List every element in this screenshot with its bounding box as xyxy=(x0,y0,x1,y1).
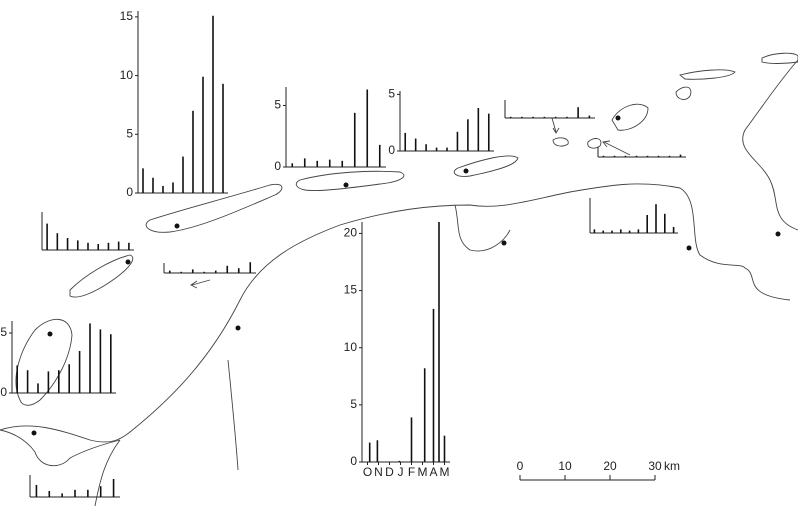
scale-label: 0 xyxy=(517,459,524,473)
x-tick-label: O xyxy=(363,465,372,479)
coastline xyxy=(0,52,798,506)
y-tick-label: 5 xyxy=(274,98,281,112)
x-tick-label: N xyxy=(374,465,383,479)
y-tick-label: 0 xyxy=(126,185,133,199)
x-tick-label: M xyxy=(440,465,450,479)
y-tick-label: 15 xyxy=(344,283,358,297)
y-tick-label: 5 xyxy=(388,87,395,101)
y-tick-label: 5 xyxy=(350,397,357,411)
y-tick-label: 0 xyxy=(388,143,395,157)
y-tick-label: 5 xyxy=(0,325,7,339)
y-tick-label: 0 xyxy=(350,454,357,468)
y-tick-label: 15 xyxy=(120,9,134,23)
scale-label: 10 xyxy=(558,459,572,473)
y-tick-label: 0 xyxy=(274,159,281,173)
y-tick-label: 5 xyxy=(126,126,133,140)
x-tick-label: M xyxy=(418,465,428,479)
x-tick-label: J xyxy=(398,465,404,479)
scale-label: 20 xyxy=(603,459,617,473)
scale-label: 30 xyxy=(648,459,662,473)
x-tick-label: D xyxy=(385,465,394,479)
x-tick-label: F xyxy=(408,465,415,479)
y-tick-label: 10 xyxy=(344,340,358,354)
y-tick-label: 20 xyxy=(344,226,358,240)
scale-unit: km xyxy=(664,459,680,473)
y-tick-label: 0 xyxy=(0,385,7,399)
y-tick-label: 10 xyxy=(120,68,134,82)
x-tick-label: A xyxy=(429,465,437,479)
